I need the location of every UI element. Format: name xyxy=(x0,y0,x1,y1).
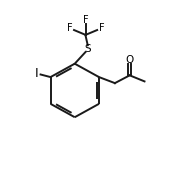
Text: O: O xyxy=(126,55,134,65)
Text: F: F xyxy=(83,15,88,25)
Text: I: I xyxy=(35,67,38,80)
Text: F: F xyxy=(66,23,72,33)
Text: F: F xyxy=(99,23,105,33)
Text: S: S xyxy=(84,44,91,54)
